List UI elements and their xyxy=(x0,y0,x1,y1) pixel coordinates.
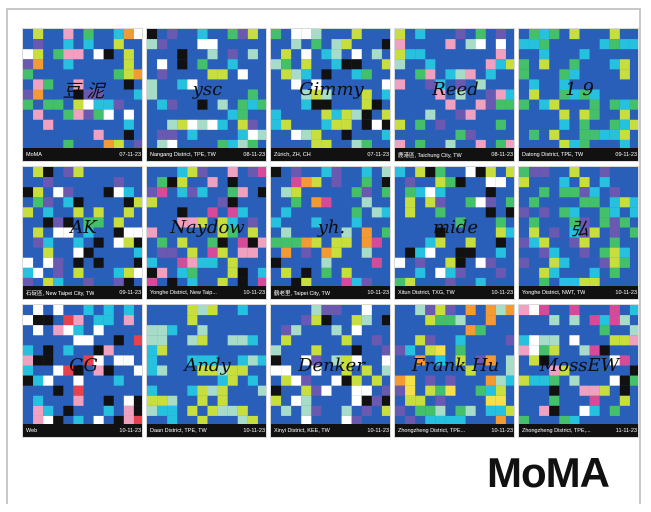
caption-bar: Nangang District, TPE, TW 08-11-23 xyxy=(147,148,266,161)
location-label: Zhongzheng District, TPE,... xyxy=(522,427,591,434)
date-label: 10-11-23 xyxy=(243,427,265,434)
location-label: 鶴老里, Taipei City, TW xyxy=(274,290,331,297)
artwork-card[interactable]: mide Xitun District, TXG, TW 10-11-23 xyxy=(394,166,515,300)
pixel-art xyxy=(519,167,638,288)
caption-bar: 鹿港區, Taichung City, TW 08-11-23 xyxy=(395,148,514,161)
caption-bar: Zhongzheng District, TPE,... 11-11-23 xyxy=(519,424,638,437)
location-label: 鹿港區, Taichung City, TW xyxy=(398,152,462,159)
location-label: Zürich, ZH, CH xyxy=(274,151,311,158)
artwork-card[interactable]: yh. 鶴老里, Taipei City, TW 10-11-23 xyxy=(270,166,391,300)
caption-bar: Yonghe District, New Taip... 10-11-23 xyxy=(147,286,266,299)
location-label: Nangang District, TPE, TW xyxy=(150,151,216,158)
artwork-card[interactable]: MossEW Zhongzheng District, TPE,... 11-11… xyxy=(518,304,639,438)
pixel-art xyxy=(395,167,514,288)
caption-bar: Datong District, TPE, TW 09-11-23 xyxy=(519,148,638,161)
pixel-art xyxy=(23,29,142,150)
location-label: 石碇區, New Taipei City, TW xyxy=(26,290,95,297)
artwork-card[interactable]: AK 石碇區, New Taipei City, TW 09-11-23 xyxy=(22,166,143,300)
caption-bar: Zürich, ZH, CH 07-11-23 xyxy=(271,148,390,161)
location-label: Zhongzheng District, TPE... xyxy=(398,427,466,434)
artwork-card[interactable]: GG Web 10-11-23 xyxy=(22,304,143,438)
frame-top-line xyxy=(6,8,639,10)
date-label: 10-11-23 xyxy=(367,427,389,434)
location-label: Yonghe District, New Taip... xyxy=(150,289,217,296)
caption-bar: 鶴老里, Taipei City, TW 10-11-23 xyxy=(271,286,390,299)
artwork-card[interactable]: ysc Nangang District, TPE, TW 08-11-23 xyxy=(146,28,267,162)
location-label: Web xyxy=(26,427,38,434)
artwork-card[interactable]: 弘 Yonghe District, NWT, TW 10-11-23 xyxy=(518,166,639,300)
artwork-card[interactable]: Reed 鹿港區, Taichung City, TW 08-11-23 xyxy=(394,28,515,162)
pixel-art xyxy=(147,167,266,288)
location-label: Datong District, TPE, TW xyxy=(522,151,584,158)
date-label: 09-11-23 xyxy=(615,151,637,158)
caption-bar: MoMA 07-11-23 xyxy=(23,148,142,161)
pixel-art xyxy=(147,29,266,150)
artwork-card[interactable]: 1 9 Datong District, TPE, TW 09-11-23 xyxy=(518,28,639,162)
pixel-art xyxy=(271,167,390,288)
artwork-card[interactable]: Andy Daan District, TPE, TW 10-11-23 xyxy=(146,304,267,438)
date-label: 10-11-23 xyxy=(491,289,513,296)
location-label: Daan District, TPE, TW xyxy=(150,427,207,434)
date-label: 10-11-23 xyxy=(491,427,513,434)
date-label: 11-11-23 xyxy=(615,427,637,434)
pixel-art xyxy=(23,305,142,426)
location-label: Xinyi District, KEE, TW xyxy=(274,427,330,434)
pixel-art xyxy=(519,305,638,426)
artwork-grid: 豆 泥 MoMA 07-11-23 ysc Nangang District, T… xyxy=(22,28,642,438)
pixel-art xyxy=(395,305,514,426)
date-label: 07-11-23 xyxy=(119,151,141,158)
caption-bar: Daan District, TPE, TW 10-11-23 xyxy=(147,424,266,437)
artwork-card[interactable]: 豆 泥 MoMA 07-11-23 xyxy=(22,28,143,162)
artwork-card[interactable]: Denker Xinyi District, KEE, TW 10-11-23 xyxy=(270,304,391,438)
caption-bar: Yonghe District, NWT, TW 10-11-23 xyxy=(519,286,638,299)
location-label: MoMA xyxy=(26,151,42,158)
date-label: 08-11-23 xyxy=(491,151,513,158)
artwork-card[interactable]: Naydow Yonghe District, New Taip... 10-11… xyxy=(146,166,267,300)
artwork-card[interactable]: Gimmy Zürich, ZH, CH 07-11-23 xyxy=(270,28,391,162)
page-frame xyxy=(6,8,641,504)
caption-bar: Web 10-11-23 xyxy=(23,424,142,437)
pixel-art xyxy=(519,29,638,150)
pixel-art xyxy=(395,29,514,150)
location-label: Yonghe District, NWT, TW xyxy=(522,289,586,296)
caption-bar: 石碇區, New Taipei City, TW 09-11-23 xyxy=(23,286,142,299)
date-label: 10-11-23 xyxy=(615,289,637,296)
pixel-art xyxy=(23,167,142,288)
caption-bar: Xinyi District, KEE, TW 10-11-23 xyxy=(271,424,390,437)
location-label: Xitun District, TXG, TW xyxy=(398,289,455,296)
moma-logo: MoMA xyxy=(487,449,610,496)
pixel-art xyxy=(271,305,390,426)
date-label: 10-11-23 xyxy=(367,289,389,296)
date-label: 10-11-23 xyxy=(119,427,141,434)
date-label: 08-11-23 xyxy=(243,151,265,158)
caption-bar: Zhongzheng District, TPE... 10-11-23 xyxy=(395,424,514,437)
pixel-art xyxy=(271,29,390,150)
date-label: 09-11-23 xyxy=(119,289,141,296)
artwork-card[interactable]: Frank Hu Zhongzheng District, TPE... 10-1… xyxy=(394,304,515,438)
date-label: 07-11-23 xyxy=(367,151,389,158)
date-label: 10-11-23 xyxy=(243,289,265,296)
caption-bar: Xitun District, TXG, TW 10-11-23 xyxy=(395,286,514,299)
pixel-art xyxy=(147,305,266,426)
